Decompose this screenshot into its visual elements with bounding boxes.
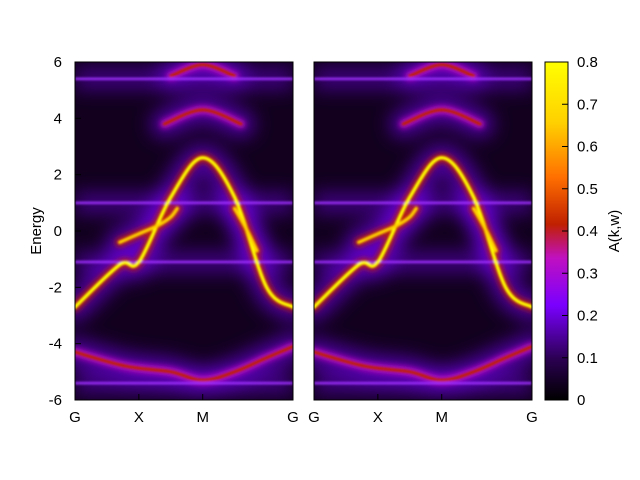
x-tick-label: X <box>373 409 383 426</box>
y-tick-label: 0 <box>54 223 62 240</box>
band-line <box>169 63 237 78</box>
band-line <box>314 345 532 382</box>
x-tick-label: G <box>69 409 81 426</box>
band-line <box>471 206 498 253</box>
x-tick-label: M <box>196 409 209 426</box>
x-tick: G <box>69 394 81 426</box>
colorbar-tick-label: 0.4 <box>577 223 598 240</box>
colorbar-tick-label: 0.7 <box>577 96 598 113</box>
colorbar-tick: 0.7 <box>562 96 598 113</box>
panel-right <box>314 62 532 400</box>
band-line <box>75 345 293 382</box>
panel-right-frame <box>313 61 533 401</box>
y-tick: 6 <box>54 54 81 71</box>
y-tick-label: -4 <box>49 336 62 353</box>
x-tick: G <box>287 394 299 426</box>
y-tick-label: 2 <box>54 167 62 184</box>
x-tick-label: X <box>134 409 144 426</box>
colorbar-tick-label: 0.3 <box>577 265 598 282</box>
colorbar-tick: 0.4 <box>562 223 598 240</box>
x-tick: G <box>526 394 538 426</box>
x-tick: X <box>134 394 144 426</box>
colorbar-tick: 0.3 <box>562 265 598 282</box>
y-tick: -4 <box>49 336 81 353</box>
colorbar-tick: 0.1 <box>562 350 598 367</box>
x-tick: G <box>308 394 320 426</box>
y-tick: 0 <box>54 223 81 240</box>
x-tick: M <box>196 394 209 426</box>
y-tick-label: -2 <box>49 279 62 296</box>
colorbar-tick: 0 <box>562 392 585 409</box>
colorbar-tick: 0.6 <box>562 139 598 156</box>
band-line <box>117 206 179 245</box>
x-tick-label: M <box>435 409 448 426</box>
colorbar-tick-label: 0 <box>577 392 585 409</box>
y-tick-label: 4 <box>54 110 62 127</box>
y-tick-label: -6 <box>49 392 62 409</box>
colorbar-tick-label: 0.5 <box>577 181 598 198</box>
colorbar-tick: 0.2 <box>562 308 598 325</box>
x-tick-label: G <box>526 409 538 426</box>
y-axis: -6 -4 -2 0 2 4 6 <box>49 54 81 409</box>
y-tick-label: 6 <box>54 54 62 71</box>
x-tick-label: G <box>287 409 299 426</box>
colorbar-tick: 0.5 <box>562 181 598 198</box>
band-line <box>314 156 532 309</box>
y-tick: 4 <box>54 110 81 127</box>
colorbar-tick: 0.8 <box>562 54 598 71</box>
x-tick: X <box>373 394 383 426</box>
colorbar-tick-label: 0.8 <box>577 54 598 71</box>
y-tick: -2 <box>49 279 81 296</box>
colorbar-tick-label: 0.1 <box>577 350 598 367</box>
band-line <box>401 108 482 126</box>
y-axis-title: Energy <box>28 207 45 255</box>
colorbar-tick-label: 0.6 <box>577 139 598 156</box>
colorbar-ticks: 0 0.1 0.2 0.3 0.4 0.5 0.6 0.7 0.8 <box>562 54 598 409</box>
y-tick: 2 <box>54 167 81 184</box>
band-line <box>408 63 476 78</box>
band-line <box>232 206 259 253</box>
colorbar-tick-label: 0.2 <box>577 308 598 325</box>
colorbar-label: A(k,w) <box>606 210 623 253</box>
panel-left <box>75 62 293 400</box>
x-tick-label: G <box>308 409 320 426</box>
y-tick: -6 <box>49 392 81 409</box>
band-line <box>75 156 293 309</box>
band-line <box>162 108 243 126</box>
x-tick: M <box>435 394 448 426</box>
band-line <box>356 206 418 245</box>
